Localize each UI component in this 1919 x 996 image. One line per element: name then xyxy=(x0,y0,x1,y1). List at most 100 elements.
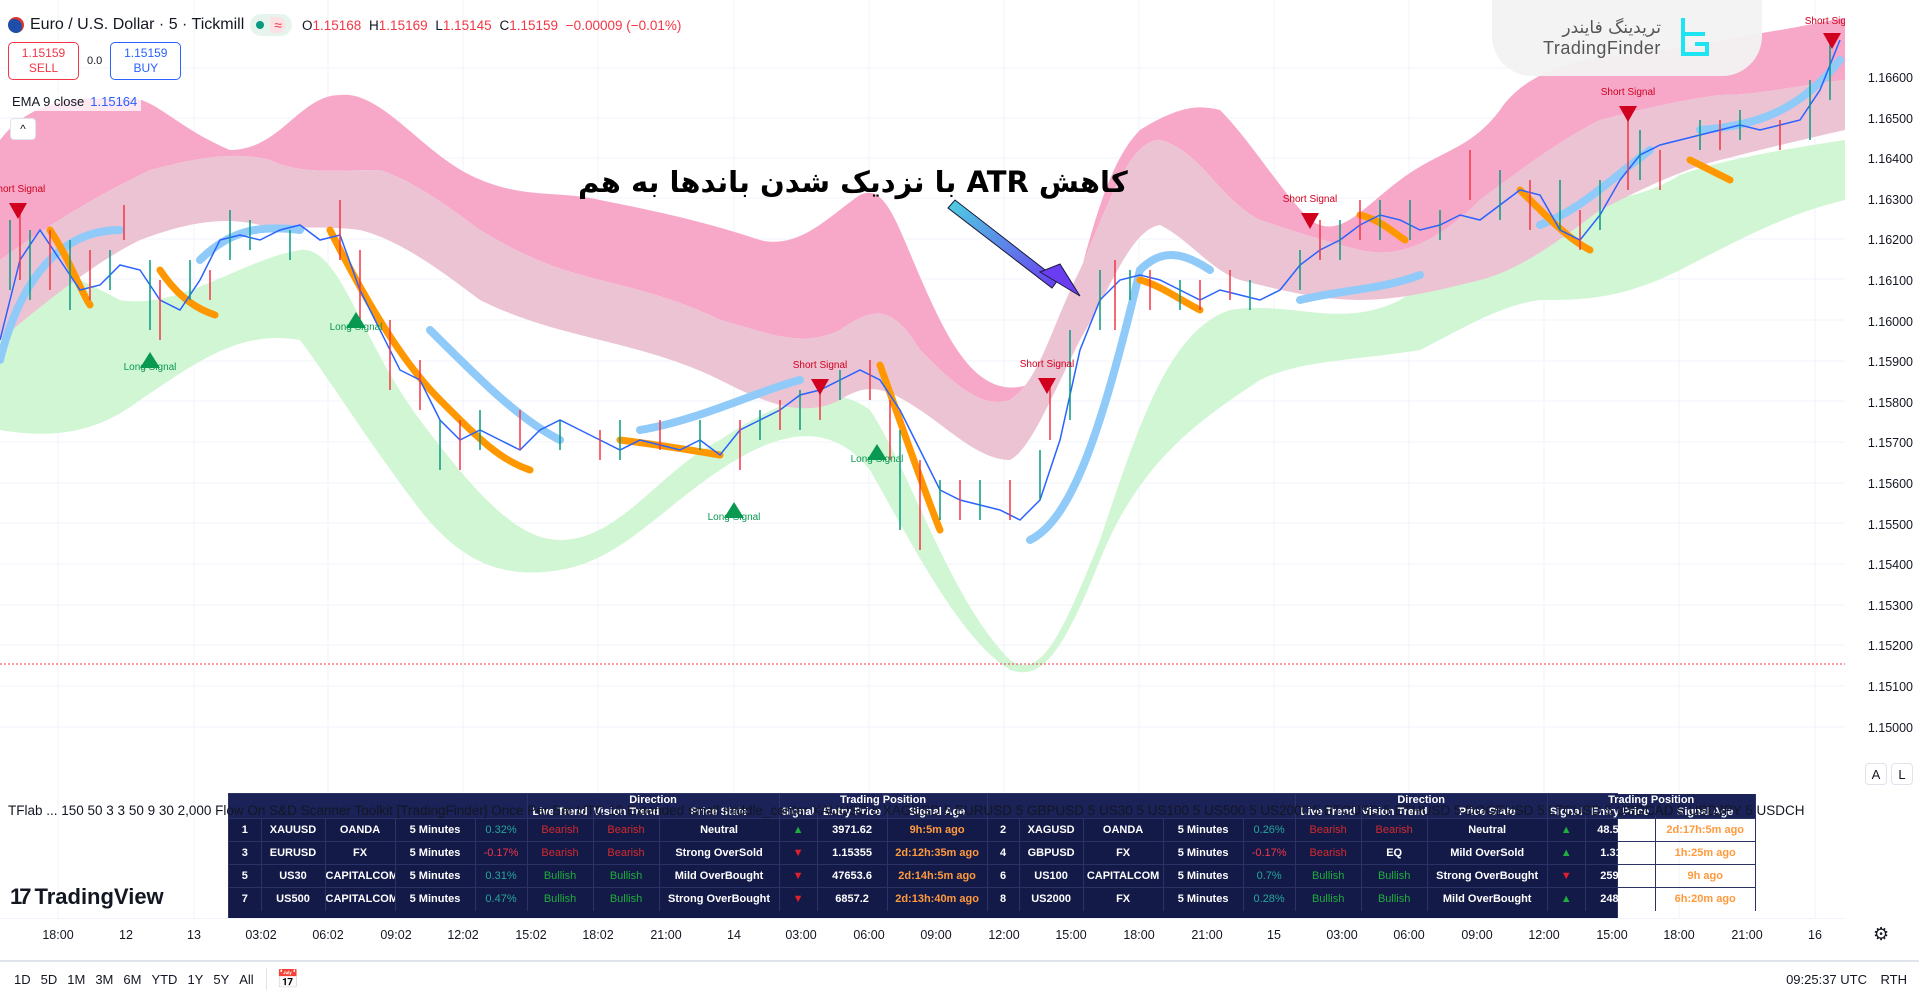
price-tick: 1.15600 xyxy=(1867,477,1913,491)
time-tick: 12:00 xyxy=(1528,928,1560,942)
cell-chg: 0.7% xyxy=(1243,864,1296,888)
chart-pane[interactable]: Short Signal Long Signal Long Signal Long S… xyxy=(0,0,1845,918)
table-row: 7 US500 CAPITALCOM 5 Minutes 0.47% Bullish Bul… xyxy=(229,887,1756,911)
log-scale-label: L xyxy=(1898,766,1906,782)
trade-buttons: 1.15159 SELL 0.0 1.15159 BUY xyxy=(8,42,182,80)
cell-age: 2d:14h:5m ago xyxy=(887,864,988,888)
log-scale-button[interactable]: L xyxy=(1891,763,1913,785)
range-button-1m[interactable]: 1M xyxy=(67,971,86,987)
cell-live: Bearish xyxy=(527,841,594,865)
range-button-1y[interactable]: 1Y xyxy=(187,971,204,987)
cell-symbol: XAGUSD xyxy=(1019,818,1084,842)
sell-button[interactable]: 1.15159 SELL xyxy=(8,42,79,80)
cell-signal: ▼ xyxy=(1547,864,1586,888)
cell-chg: -0.17% xyxy=(475,841,528,865)
scanner-indicator-legend[interactable]: TFlab ... 150 50 3 3 50 9 30 2,000 Flow … xyxy=(8,803,1805,818)
watermark-english-text: TradingFinder xyxy=(1543,37,1661,58)
price-axis[interactable]: 1.16600 1.16500 1.16400 1.16300 1.16200 1.161… xyxy=(1845,0,1919,918)
time-tick: 09:00 xyxy=(1461,928,1493,942)
utc-clock[interactable]: 09:25:37 UTC xyxy=(1786,972,1867,987)
time-tick: 03:02 xyxy=(245,928,277,942)
cell-state: Mild OverBought xyxy=(659,864,780,888)
open-value: 1.15168 xyxy=(312,17,362,33)
cell-vision: Bearish xyxy=(593,818,660,842)
cell-no: 3 xyxy=(229,841,262,865)
short-signal-label: Short Signal xyxy=(0,184,46,195)
ema-indicator-legend[interactable]: EMA 9 close 1.15164 xyxy=(8,92,142,111)
price-tick: 1.16400 xyxy=(1867,152,1913,167)
chart-canvas[interactable] xyxy=(0,0,1845,918)
close-label: C xyxy=(499,17,510,33)
cell-no: 4 xyxy=(987,841,1020,865)
col-signal-age: Signal Age xyxy=(1655,806,1756,819)
cell-broker: OANDA xyxy=(325,818,396,842)
cell-age: 9h ago xyxy=(1655,864,1756,888)
cell-age: 2d:13h:40m ago xyxy=(887,887,988,911)
short-signal-marker xyxy=(811,379,829,395)
cell-tf: 5 Minutes xyxy=(1163,818,1244,842)
cell-broker: OANDA xyxy=(1083,818,1164,842)
toolbar-divider xyxy=(265,968,267,990)
range-button-3m[interactable]: 3M xyxy=(95,971,114,987)
price-tick: 1.15900 xyxy=(1867,355,1913,370)
session-toggle[interactable]: RTH xyxy=(1880,972,1907,987)
market-status[interactable]: ≈ xyxy=(250,14,292,36)
range-button-5d[interactable]: 5D xyxy=(40,971,58,987)
cell-signal: ▲ xyxy=(1547,887,1586,911)
price-tick: 1.16500 xyxy=(1867,111,1913,126)
cell-tf: 5 Minutes xyxy=(1163,887,1244,911)
time-tick: 12:02 xyxy=(447,928,479,942)
cell-no: 2 xyxy=(987,818,1020,842)
chart-settings-gear-icon[interactable]: ⚙ xyxy=(1873,924,1890,944)
time-tick: 21:00 xyxy=(1191,928,1223,942)
cell-broker: FX xyxy=(325,841,396,865)
cell-no: 8 xyxy=(987,887,1020,911)
symbol-title[interactable]: Euro / U.S. Dollar · 5 · Tickmill xyxy=(30,16,245,33)
price-tick: 1.16100 xyxy=(1867,274,1913,288)
go-to-date-icon[interactable]: 📅 xyxy=(276,968,300,989)
table-row: 3 EURUSD FX 5 Minutes -0.17% Bearish Bearish St… xyxy=(229,841,1756,865)
cell-entry: 6857.2 xyxy=(817,887,888,911)
range-button-1d[interactable]: 1D xyxy=(14,971,31,987)
time-tick: 14 xyxy=(727,928,741,942)
signal-markers xyxy=(9,33,1841,518)
cell-no: 5 xyxy=(229,864,262,888)
range-button-6m[interactable]: 6M xyxy=(123,971,142,987)
time-tick: 18:00 xyxy=(1123,928,1155,942)
short-signal-marker xyxy=(9,203,27,219)
collapse-legend-button[interactable]: ^ xyxy=(10,118,36,140)
time-tick: 06:00 xyxy=(853,928,885,942)
cell-live: Bearish xyxy=(527,818,594,842)
range-button-ytd[interactable]: YTD xyxy=(151,971,178,987)
tradingview-logo[interactable]: 17 TradingView xyxy=(10,884,164,910)
cell-symbol: GBPUSD xyxy=(1019,841,1084,865)
cell-state: Strong OverBought xyxy=(1427,864,1548,888)
time-axis[interactable]: 18:00 12 13 03:02 06:02 09:02 12:02 15:02 18:02 2… xyxy=(0,918,1845,958)
cell-signal: ▲ xyxy=(1547,818,1586,842)
cell-symbol: EURUSD xyxy=(261,841,326,865)
cell-vision: Bullish xyxy=(1361,887,1428,911)
price-tick: 1.15300 xyxy=(1867,598,1913,613)
long-signal-label: Long Signal xyxy=(123,362,177,373)
low-label: L xyxy=(435,17,443,33)
time-tick: 16 xyxy=(1808,928,1822,942)
cell-chg: 0.31% xyxy=(475,864,528,888)
buy-button[interactable]: 1.15159 BUY xyxy=(110,42,182,80)
cell-tf: 5 Minutes xyxy=(395,841,476,865)
short-signal-marker xyxy=(1038,378,1056,394)
annotation-arrow xyxy=(947,199,1081,297)
cell-age: 6h:20m ago xyxy=(1655,887,1756,911)
cell-live: Bullish xyxy=(1295,887,1362,911)
cell-broker: CAPITALCOM xyxy=(1083,864,1164,888)
price-tick: 1.16300 xyxy=(1867,192,1913,207)
range-button-all[interactable]: All xyxy=(239,971,254,987)
cell-vision: Bullish xyxy=(593,864,660,888)
cell-state: Strong OverBought xyxy=(659,887,780,911)
ohlc-values: O1.15168 H1.15169 L1.15145 C1.15159 −0.0… xyxy=(298,18,681,33)
range-button-5y[interactable]: 5Y xyxy=(213,971,230,987)
auto-scale-button[interactable]: A xyxy=(1865,763,1887,785)
high-label: H xyxy=(369,17,379,33)
cell-signal: ▲ xyxy=(779,818,818,842)
cell-tf: 5 Minutes xyxy=(1163,841,1244,865)
